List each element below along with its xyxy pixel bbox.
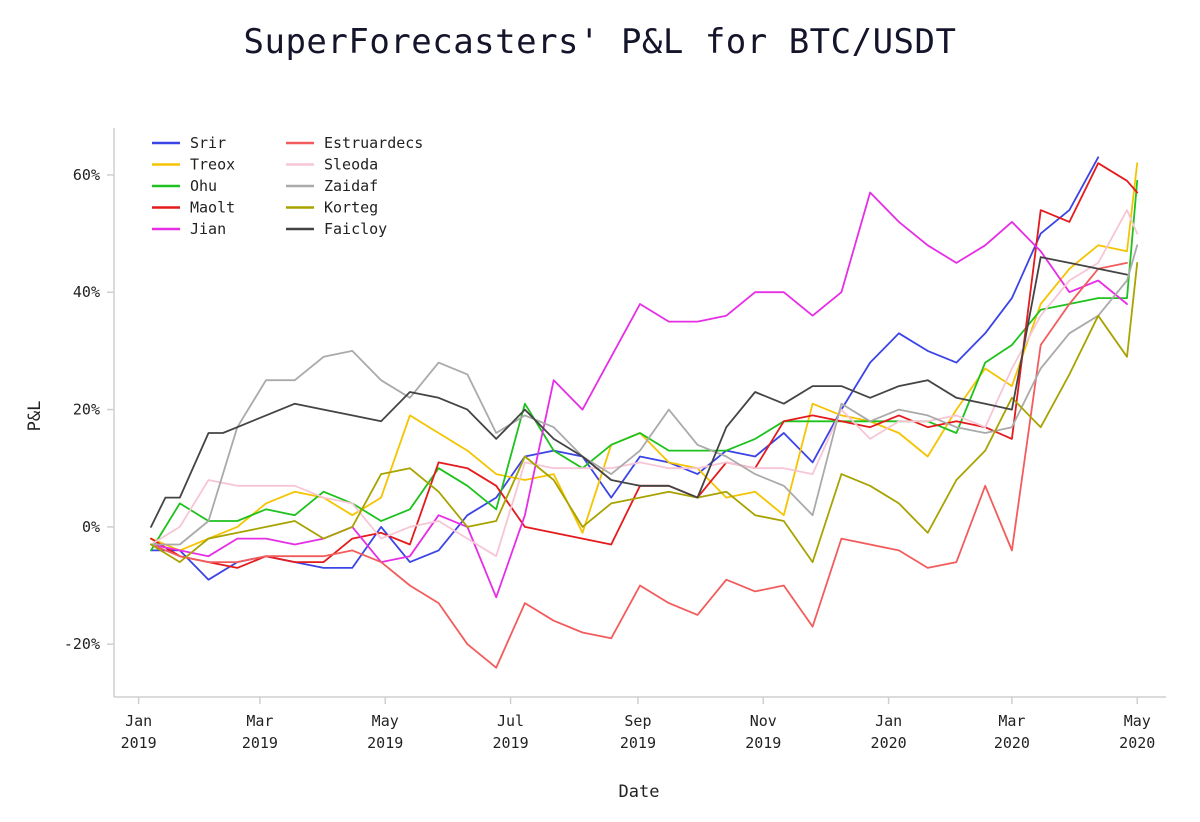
- x-tick-label-year: 2020: [1119, 734, 1155, 752]
- legend-label: Maolt: [190, 199, 235, 217]
- series-line-srir: [150, 156, 1100, 581]
- series-line-jian: [150, 191, 1128, 599]
- x-tick-label-year: 2019: [492, 734, 528, 752]
- x-tick-label-month: Jan: [125, 712, 152, 730]
- y-tick-label: 60%: [73, 166, 100, 184]
- legend-label: Treox: [190, 156, 235, 174]
- x-tick-label-month: Mar: [998, 712, 1025, 730]
- x-tick-label-month: Nov: [750, 712, 777, 730]
- series-lines: [150, 156, 1139, 669]
- x-tick-label-year: 2020: [994, 734, 1030, 752]
- x-tick-label-year: 2019: [121, 734, 157, 752]
- x-tick-label-month: Mar: [246, 712, 273, 730]
- series-line-maolt: [150, 162, 1139, 569]
- series-line-estruardecs: [150, 261, 1128, 669]
- legend-label: Faicloy: [324, 220, 387, 238]
- legend-label: Zaidaf: [324, 177, 378, 195]
- y-tick-label: 20%: [73, 401, 100, 419]
- legend-label: Korteg: [324, 199, 378, 217]
- x-tick-label-month: Sep: [624, 712, 651, 730]
- axes: [113, 128, 1166, 698]
- legend-label: Jian: [190, 220, 226, 238]
- x-tick-label-month: Jan: [875, 712, 902, 730]
- y-tick-label: -20%: [64, 635, 100, 653]
- y-tick-label: 40%: [73, 283, 100, 301]
- x-tick-label-year: 2019: [242, 734, 278, 752]
- x-tick-label-year: 2019: [745, 734, 781, 752]
- legend-label: Sleoda: [324, 156, 378, 174]
- series-line-zaidaf: [150, 244, 1139, 546]
- series-line-faicloy: [150, 256, 1128, 528]
- x-tick-label-month: May: [372, 712, 399, 730]
- y-tick-label: 0%: [82, 518, 100, 536]
- legend-label: Estruardecs: [324, 134, 423, 152]
- x-tick-label-month: Jul: [497, 712, 524, 730]
- x-tick-label-month: May: [1124, 712, 1151, 730]
- legend-label: Srir: [190, 134, 226, 152]
- x-tick-label-year: 2020: [871, 734, 907, 752]
- chart-title: SuperForecasters' P&L for BTC/USDT: [243, 22, 957, 62]
- y-axis-title: P&L: [25, 401, 45, 432]
- legend: Srir Treox Ohu Maolt Jian Estruardecs Sleoda Za…: [152, 134, 423, 238]
- y-ticks: -20% 0% 20% 40% 60%: [64, 166, 114, 653]
- series-line-sleoda: [150, 209, 1139, 558]
- x-axis-title: Date: [619, 782, 660, 802]
- series-line-korteg: [150, 261, 1139, 563]
- legend-label: Ohu: [190, 177, 217, 195]
- series-line-treox: [150, 162, 1139, 552]
- x-tick-label-year: 2019: [620, 734, 656, 752]
- x-tick-label-year: 2019: [367, 734, 403, 752]
- x-ticks: Jan 2019 Mar 2019 May 2019 Jul 2019 Sep 2019 Nov 20…: [121, 697, 1155, 752]
